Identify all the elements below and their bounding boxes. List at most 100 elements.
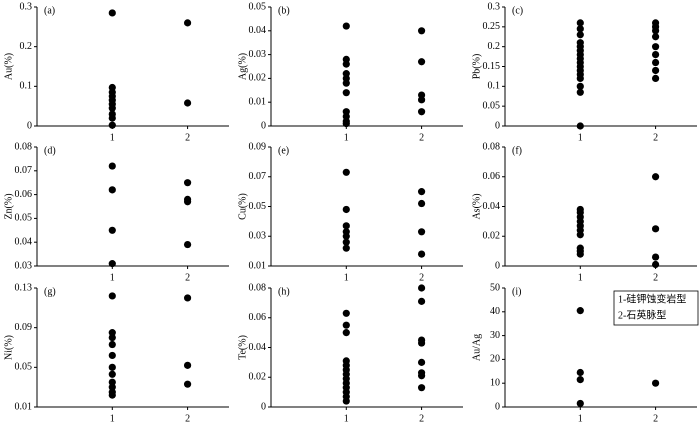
y-tick-label: 0.01	[249, 96, 267, 107]
y-tick-label: 0.1	[20, 81, 33, 92]
point	[417, 228, 426, 236]
x-tick-label: 2	[653, 413, 658, 422]
y-tick-label: 0	[495, 401, 500, 412]
y-tick-label: 0.09	[249, 141, 267, 152]
y-tick-label: 0	[261, 401, 266, 412]
point	[108, 226, 116, 234]
point	[108, 186, 116, 194]
point	[183, 179, 192, 187]
x-tick-label: 1	[110, 272, 115, 283]
x-tick-label: 1	[578, 413, 583, 422]
point	[651, 260, 660, 269]
panel-label: (b)	[278, 5, 290, 16]
point	[108, 383, 116, 391]
y-tick-label: 0.1	[488, 81, 501, 92]
point	[417, 250, 426, 258]
y-tick-label: 0.01	[249, 260, 267, 271]
point	[417, 297, 426, 305]
point	[342, 238, 350, 246]
point	[576, 250, 584, 258]
y-tick-label: 0.05	[249, 201, 267, 212]
panel-label: (c)	[512, 5, 523, 16]
y-axis-label: Ag(%)	[237, 53, 248, 80]
point	[417, 358, 426, 366]
y-axis-label: Au(%)	[3, 53, 14, 80]
y-tick-label: 0.07	[15, 165, 33, 176]
point	[651, 33, 660, 41]
point	[108, 351, 116, 360]
y-tick-label: 0.3	[20, 1, 33, 12]
y-tick-label: 20	[490, 354, 500, 365]
x-tick-label: 2	[653, 132, 658, 143]
point	[183, 240, 192, 249]
x-tick-label: 1	[344, 413, 349, 422]
point	[183, 19, 192, 27]
y-tick-label: 0.15	[483, 61, 501, 72]
y-axis-label: Cu(%)	[237, 193, 248, 220]
y-tick-label: 0.01	[15, 401, 33, 412]
x-tick-label: 1	[110, 413, 115, 422]
point	[576, 88, 584, 96]
point	[108, 391, 116, 399]
y-tick-label: 0.05	[15, 362, 33, 373]
point	[576, 399, 584, 408]
x-tick-label: 1	[578, 132, 583, 143]
y-tick-label: 0.08	[249, 282, 267, 293]
panel-label: (d)	[44, 145, 56, 156]
panel-label: (h)	[278, 286, 290, 297]
point	[651, 66, 660, 75]
point	[417, 27, 426, 35]
y-tick-label: 0.04	[249, 342, 267, 353]
point	[342, 329, 350, 337]
y-tick-label: 0.3	[488, 1, 501, 12]
y-tick-label: 10	[490, 377, 500, 388]
panel-label: (f)	[512, 145, 522, 156]
point	[417, 284, 426, 292]
point	[342, 232, 350, 240]
x-tick-label: 1	[344, 132, 349, 143]
y-tick-label: 0.02	[249, 372, 267, 383]
panel: 0.01 0.05 0.09 0.13 Ni(%) (g) 1 2	[3, 282, 229, 422]
point	[576, 307, 584, 315]
point	[108, 329, 116, 337]
point	[342, 22, 350, 30]
point	[342, 397, 350, 405]
point	[342, 60, 350, 68]
y-tick-label: 0	[495, 120, 500, 131]
y-tick-label: 0	[261, 120, 266, 131]
point	[651, 173, 660, 181]
point	[108, 260, 116, 268]
x-tick-label: 2	[185, 132, 190, 143]
point	[651, 51, 660, 59]
y-tick-label: 0.02	[249, 73, 267, 84]
point	[342, 321, 350, 329]
point	[342, 89, 350, 97]
point	[108, 363, 116, 371]
point	[417, 339, 426, 347]
y-tick-label: 0.09	[15, 322, 33, 333]
panel: 0 0.02 0.04 0.06 0.08 Te(%) (h) 1 2	[237, 282, 463, 422]
y-tick-label: 0.04	[249, 25, 267, 36]
point	[417, 108, 426, 116]
point	[576, 82, 584, 90]
point	[417, 372, 426, 380]
point	[576, 122, 584, 130]
x-tick-label: 2	[419, 272, 424, 283]
y-axis-label: Te(%)	[237, 335, 248, 360]
y-axis-label: Ni(%)	[3, 335, 14, 360]
point	[342, 79, 350, 87]
panel: 0 0.05 0.1 0.15 0.2 0.25 0.3 Pb(%) (c) 1 2	[471, 1, 697, 143]
point	[183, 99, 192, 107]
y-tick-label: 0.06	[15, 189, 33, 200]
y-tick-label: 0.13	[15, 282, 33, 293]
point	[108, 378, 116, 386]
y-axis-label: As(%)	[471, 193, 482, 219]
x-tick-label: 1	[110, 132, 115, 143]
y-tick-label: 0.02	[483, 231, 501, 242]
point	[342, 309, 350, 317]
point	[108, 9, 116, 17]
point	[108, 162, 116, 170]
y-tick-label: 0.07	[249, 171, 267, 182]
y-tick-label: 0.06	[249, 312, 267, 323]
